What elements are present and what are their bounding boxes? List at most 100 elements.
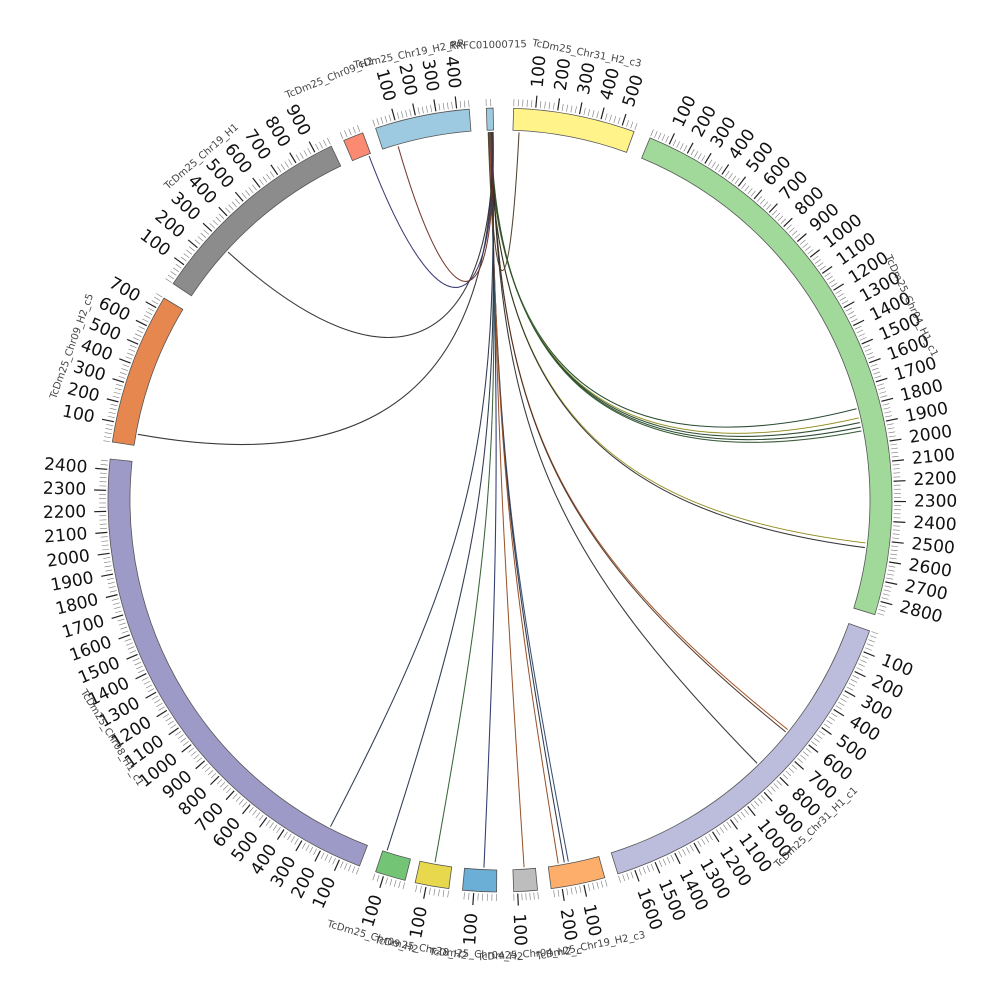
minor-tick — [443, 103, 444, 110]
minor-tick — [100, 528, 107, 529]
minor-tick — [146, 685, 152, 688]
minor-tick — [154, 297, 160, 301]
minor-tick — [803, 243, 808, 247]
minor-tick — [300, 152, 303, 158]
minor-tick — [118, 619, 125, 621]
major-tick — [892, 542, 904, 543]
minor-tick — [694, 151, 697, 157]
minor-tick — [287, 834, 291, 840]
minor-tick — [235, 199, 240, 204]
minor-tick — [191, 751, 196, 755]
major-tick — [558, 98, 560, 110]
minor-tick — [840, 297, 846, 301]
major-tick — [869, 359, 880, 363]
minor-tick — [571, 106, 572, 113]
minor-tick — [720, 827, 724, 833]
link-TcDm25_Chr31_H1_c1 — [491, 132, 787, 729]
minor-tick — [639, 869, 641, 876]
minor-tick — [867, 644, 874, 647]
minor-tick — [698, 153, 702, 159]
minor-tick — [135, 662, 141, 665]
major-tick — [876, 378, 887, 382]
major-tick — [886, 419, 898, 421]
tick-label: 100 — [528, 54, 551, 88]
minor-tick — [805, 246, 810, 250]
minor-tick — [116, 384, 123, 386]
minor-tick — [880, 605, 887, 607]
minor-tick — [137, 330, 143, 333]
major-tick — [95, 532, 107, 533]
minor-tick — [549, 102, 550, 109]
minor-tick — [789, 768, 794, 773]
tick-label: 100 — [358, 892, 387, 929]
minor-tick — [270, 822, 274, 828]
tick-label: 400 — [441, 55, 464, 89]
minor-tick — [308, 148, 311, 154]
minor-tick — [882, 404, 889, 406]
minor-tick — [891, 550, 898, 551]
minor-tick — [777, 780, 782, 785]
minor-tick — [593, 883, 595, 890]
minor-tick — [397, 112, 399, 119]
minor-tick — [677, 142, 680, 148]
minor-tick — [863, 345, 869, 348]
minor-tick — [256, 812, 260, 818]
tick-label: 2400 — [913, 513, 957, 535]
minor-tick — [119, 376, 126, 378]
minor-tick — [108, 582, 115, 583]
minor-tick — [742, 183, 746, 189]
minor-tick — [763, 202, 768, 207]
major-tick — [392, 109, 395, 121]
minor-tick — [422, 107, 423, 114]
minor-tick — [159, 707, 165, 711]
minor-tick — [575, 887, 576, 894]
minor-tick — [868, 356, 875, 359]
minor-tick — [588, 884, 590, 891]
minor-tick — [623, 874, 625, 881]
major-tick — [669, 133, 674, 144]
minor-tick — [778, 216, 783, 221]
minor-tick — [156, 703, 162, 707]
major-tick — [536, 96, 537, 108]
minor-tick — [808, 250, 813, 254]
minor-tick — [786, 225, 791, 230]
minor-tick — [877, 613, 884, 615]
tick-label: 300 — [417, 58, 442, 93]
minor-tick — [319, 142, 322, 148]
minor-tick — [225, 208, 230, 213]
minor-tick — [698, 841, 702, 847]
minor-tick — [189, 247, 194, 251]
minor-tick — [259, 179, 263, 185]
minor-tick — [705, 836, 709, 842]
minor-tick — [426, 106, 427, 113]
minor-tick — [469, 893, 470, 900]
minor-tick — [758, 798, 763, 803]
major-tick — [146, 692, 156, 698]
major-tick — [113, 379, 124, 383]
minor-tick — [357, 125, 359, 132]
major-tick — [853, 320, 864, 325]
minor-tick — [420, 886, 421, 893]
minor-tick — [891, 448, 898, 449]
minor-tick — [213, 220, 218, 225]
minor-tick — [195, 240, 200, 245]
minor-tick — [814, 738, 820, 742]
minor-tick — [266, 820, 270, 826]
minor-tick — [540, 101, 541, 108]
minor-tick — [824, 724, 830, 728]
major-tick — [434, 99, 436, 111]
link-TcDm25_Chr09_H2 — [387, 132, 493, 850]
minor-tick — [101, 537, 108, 538]
minor-tick — [888, 432, 895, 433]
major-tick — [885, 582, 897, 584]
major-tick — [127, 654, 138, 659]
minor-tick — [811, 741, 817, 745]
minor-tick — [296, 155, 300, 161]
minor-tick — [783, 774, 788, 779]
tick-label: 2300 — [43, 479, 87, 500]
link-edge — [387, 132, 493, 850]
minor-tick — [836, 290, 842, 294]
minor-tick — [252, 810, 256, 816]
minor-tick — [220, 782, 225, 787]
minor-tick — [860, 337, 866, 340]
